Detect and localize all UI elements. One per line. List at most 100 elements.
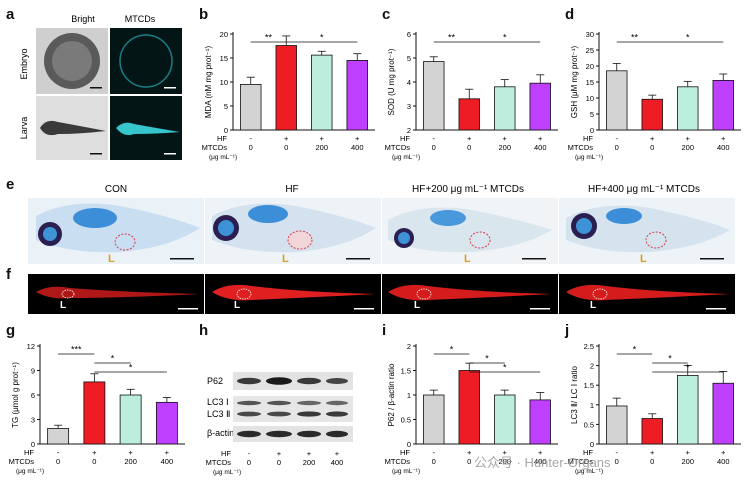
treatment-hf-value: +	[721, 134, 726, 143]
treatment-hf-value: -	[57, 448, 60, 457]
treatment-mtcds-value: 200	[681, 457, 694, 466]
treatment-label-mtcds: MTCDs	[385, 143, 411, 152]
larva-body	[40, 120, 106, 136]
scale-bar	[530, 308, 550, 310]
bar	[458, 370, 480, 445]
panel-e-title-hf200: HF+200 μg mL⁻¹ MTCDs	[412, 184, 524, 195]
treatment-mtcds-value: 400	[331, 458, 344, 467]
y-axis-label: GSH (μM mg prot⁻¹)	[570, 45, 579, 118]
scale-bar	[164, 87, 176, 89]
treatment-unit-label: (μg mL⁻¹)	[209, 154, 237, 161]
treatment-mtcds-value: 0	[467, 143, 471, 152]
blot-membrane-lc3	[233, 396, 353, 422]
significance-label: *	[633, 345, 637, 355]
y-tick-label: 0	[224, 126, 228, 135]
y-tick-label: 2	[407, 126, 411, 135]
bar	[529, 82, 551, 131]
bar	[423, 394, 445, 445]
treatment-hf-value: +	[467, 448, 472, 457]
liver-marker: L	[60, 300, 66, 311]
significance-label: **	[265, 33, 273, 43]
treatment-mtcds-value: 200	[124, 457, 137, 466]
treatment-hf-value: -	[250, 134, 253, 143]
treatment-mtcds-value: 0	[249, 143, 253, 152]
treatment-label-mtcds: MTCDs	[206, 458, 232, 467]
treatment-label-mtcds: MTCDs	[202, 143, 228, 152]
y-tick-label: 0	[407, 440, 411, 449]
liver-marker: L	[464, 253, 471, 265]
significance-label: *	[320, 33, 324, 43]
treatment-mtcds-value: 0	[432, 457, 436, 466]
bar	[641, 98, 663, 131]
panel-a-col-mtcds: MTCDs	[125, 14, 156, 24]
y-tick-label: 5	[407, 54, 411, 63]
treatment-unit-label: (μg mL⁻¹)	[392, 154, 420, 161]
treatment-label-hf: HF	[583, 448, 593, 457]
treatment-mtcds-value: 400	[717, 143, 730, 152]
y-tick-label: 30	[586, 30, 594, 39]
treatment-hf-value: -	[616, 448, 619, 457]
treatment-mtcds-value: 0	[467, 457, 471, 466]
larva-fluorescence	[116, 122, 180, 136]
panel-a-microscopy: Bright MTCDs Embryo Larva	[19, 14, 182, 160]
treatment-hf-value: -	[248, 449, 251, 458]
treatment-hf-value: +	[650, 448, 655, 457]
panel-letter-a: a	[6, 6, 15, 23]
bar	[494, 394, 516, 445]
y-tick-label: 1.5	[584, 381, 594, 390]
y-tick-label: 2	[590, 362, 594, 371]
treatment-hf-value: +	[284, 134, 289, 143]
y-tick-label: 9	[31, 367, 35, 376]
treatment-mtcds-value: 0	[432, 143, 436, 152]
treatment-mtcds-value: 200	[498, 143, 511, 152]
blot-membrane-actin	[233, 426, 353, 442]
blot-membrane-p62	[233, 372, 353, 390]
panel-a-row-embryo: Embryo	[19, 48, 29, 79]
y-tick-label: 10	[586, 94, 594, 103]
bar	[712, 382, 734, 445]
y-tick-label: 1	[407, 391, 411, 400]
significance-label: **	[631, 33, 639, 43]
scale-bar	[90, 153, 102, 155]
y-tick-label: 4	[407, 78, 411, 87]
treatment-hf-value: +	[721, 448, 726, 457]
y-tick-label: 12	[27, 342, 35, 351]
histology-section-con: L	[28, 198, 204, 265]
scale-bar	[700, 258, 724, 260]
treatment-mtcds-value: 0	[615, 143, 619, 152]
treatment-mtcds-value: 400	[351, 143, 364, 152]
treatment-label-mtcds: MTCDs	[385, 457, 411, 466]
bar	[119, 394, 142, 445]
bar	[47, 428, 70, 445]
treatment-mtcds-value: 0	[650, 457, 654, 466]
treatment-unit-label: (μg mL⁻¹)	[213, 469, 241, 476]
y-tick-label: 15	[586, 78, 594, 87]
treatment-mtcds-value: 200	[315, 143, 328, 152]
y-tick-label: 3	[31, 416, 35, 425]
bar	[677, 375, 699, 445]
embryo-fluorescence	[119, 34, 173, 88]
histology-section-hf: L	[205, 198, 381, 265]
treatment-label-hf: HF	[221, 449, 231, 458]
liver-marker: L	[590, 300, 596, 311]
treatment-mtcds-value: 200	[498, 457, 511, 466]
oil-red-image-hf400: L	[559, 274, 735, 314]
treatment-hf-value: -	[433, 448, 436, 457]
y-tick-label: 6	[407, 30, 411, 39]
watermark: 公众号 · Hunter-Organs	[474, 455, 611, 470]
treatment-hf-value: +	[335, 449, 340, 458]
y-tick-label: 5	[224, 102, 228, 111]
liver-marker: L	[414, 300, 420, 311]
bar	[458, 98, 480, 131]
bar	[606, 70, 628, 131]
bar	[240, 84, 262, 131]
scale-bar	[178, 308, 198, 310]
bar	[346, 60, 368, 131]
treatment-hf-value: +	[467, 134, 472, 143]
panel-letter-e: e	[6, 176, 15, 193]
treatment-hf-value: +	[538, 134, 543, 143]
